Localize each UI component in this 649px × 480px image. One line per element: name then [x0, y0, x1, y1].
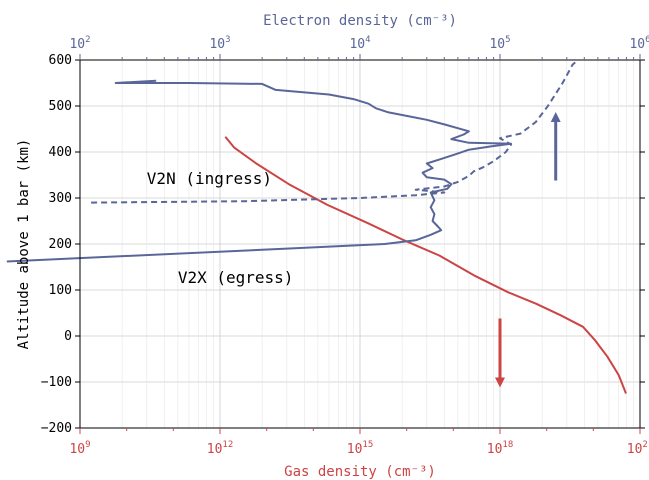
x-axis-title: Gas density (cm⁻³): [284, 464, 436, 480]
x-tick-label: 109: [69, 440, 90, 457]
x-tick-label: 1012: [207, 440, 234, 457]
arrow-head: [550, 111, 561, 122]
x-tick-label: 1018: [487, 440, 514, 457]
annotation-label: V2X (egress): [178, 268, 294, 287]
x2-tick-label: 104: [349, 35, 370, 52]
series-line-gas: [224, 136, 627, 394]
arrow-head: [495, 377, 505, 388]
x2-axis-title: Electron density (cm⁻³): [263, 13, 457, 29]
y-tick-label: 500: [49, 99, 72, 114]
y-tick-label: −100: [41, 375, 72, 390]
x-tick-label: 1015: [347, 440, 374, 457]
y-tick-label: 0: [64, 329, 72, 344]
y-tick-label: 200: [49, 237, 72, 252]
series-line-v2x: [6, 79, 513, 263]
x2-tick-label: 102: [69, 35, 90, 52]
y-axis-title: Altitude above 1 bar (km): [16, 139, 32, 350]
tick-layer: −200 −100 0 100 200 300 400 500 600 109 1012 1015 10…: [41, 35, 649, 457]
y-tick-label: 300: [49, 191, 72, 206]
x2-tick-label: 105: [489, 35, 510, 52]
y-tick-label: −200: [41, 421, 72, 436]
annotation-layer: V2N (ingress) V2X (egress): [147, 169, 294, 287]
x2-tick-label: 103: [209, 35, 230, 52]
x2-tick-label: 106: [629, 35, 649, 52]
series-line-v2n: [91, 59, 579, 204]
series-layer: [6, 59, 627, 394]
y-tick-label: 100: [49, 283, 72, 298]
y-tick-label: 600: [49, 53, 72, 68]
y-tick-label: 400: [49, 145, 72, 160]
annotation-label: V2N (ingress): [147, 169, 272, 188]
